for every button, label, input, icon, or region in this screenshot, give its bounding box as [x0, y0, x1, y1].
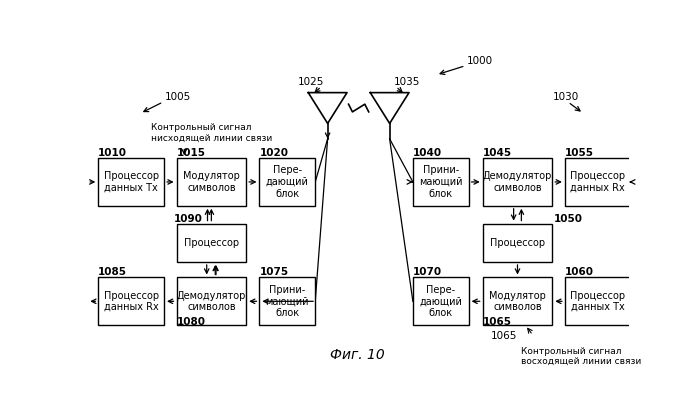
Text: Демодулятор
символов: Демодулятор символов [483, 171, 552, 193]
Bar [565, 277, 630, 325]
Text: 1060: 1060 [565, 267, 593, 277]
Text: Процессор
данных Rx: Процессор данных Rx [103, 290, 159, 312]
Text: Контрольный сигнал
восходящей линии связи: Контрольный сигнал восходящей линии связ… [521, 347, 642, 366]
Text: Процессор
данных Rx: Процессор данных Rx [570, 171, 626, 193]
Bar [259, 277, 315, 325]
Text: Прини-
мающий
блок: Прини- мающий блок [419, 166, 463, 199]
Bar [482, 277, 552, 325]
Text: 1090: 1090 [174, 214, 203, 223]
Bar [413, 158, 468, 206]
Text: Процессор
данных Tx: Процессор данных Tx [570, 290, 626, 312]
Text: 1025: 1025 [297, 77, 324, 87]
Text: 1075: 1075 [259, 267, 289, 277]
Bar [482, 158, 552, 206]
Text: Процессор: Процессор [184, 238, 239, 248]
Text: 1000: 1000 [467, 56, 493, 66]
Text: 1015: 1015 [177, 148, 206, 158]
Bar [177, 223, 246, 262]
Text: 1020: 1020 [259, 148, 289, 158]
Text: 1080: 1080 [177, 317, 206, 327]
Bar [99, 158, 164, 206]
Text: 1010: 1010 [99, 148, 127, 158]
Text: Прини-
мающий
блок: Прини- мающий блок [266, 285, 309, 318]
Text: Демодулятор
символов: Демодулятор символов [177, 290, 246, 312]
Text: 1005: 1005 [165, 92, 191, 102]
Text: Процессор: Процессор [490, 238, 545, 248]
Bar [413, 277, 468, 325]
Text: 1035: 1035 [394, 77, 420, 87]
Bar [482, 223, 552, 262]
Bar [177, 158, 246, 206]
Polygon shape [370, 93, 409, 124]
Text: 1040: 1040 [413, 148, 442, 158]
Text: Пере-
дающий
блок: Пере- дающий блок [266, 166, 309, 199]
Text: 1050: 1050 [554, 214, 583, 223]
Polygon shape [308, 93, 347, 124]
Text: Модулятор
символов: Модулятор символов [489, 290, 546, 312]
Text: Контрольный сигнал
нисходящей линии связи: Контрольный сигнал нисходящей линии связ… [151, 124, 272, 143]
Bar [565, 158, 630, 206]
Text: 1030: 1030 [552, 92, 579, 102]
Text: 1045: 1045 [482, 148, 512, 158]
Text: Процессор
данных Tx: Процессор данных Tx [103, 171, 159, 193]
Bar [259, 158, 315, 206]
Bar [99, 277, 164, 325]
Text: Пере-
дающий
блок: Пере- дающий блок [419, 285, 462, 318]
Text: 1055: 1055 [565, 148, 593, 158]
Text: Фиг. 10: Фиг. 10 [331, 348, 385, 362]
Bar [177, 277, 246, 325]
Text: 1065: 1065 [482, 317, 512, 327]
Text: 1070: 1070 [413, 267, 442, 277]
Text: 1085: 1085 [99, 267, 127, 277]
Text: Модулятор
символов: Модулятор символов [183, 171, 240, 193]
Text: 1065: 1065 [491, 331, 517, 341]
